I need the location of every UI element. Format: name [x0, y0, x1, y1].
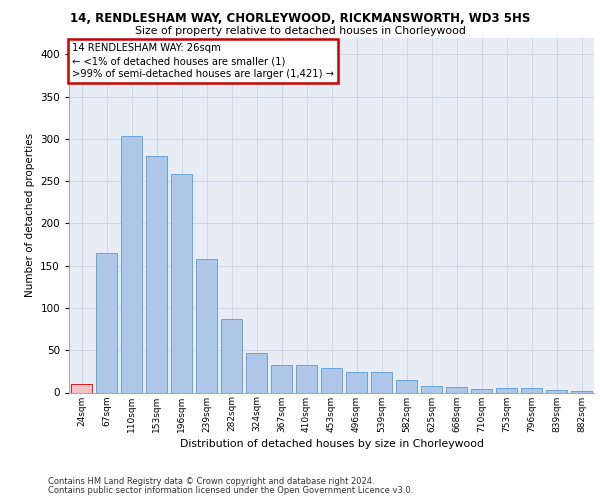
- Bar: [471, 389, 492, 392]
- Bar: [521, 388, 542, 392]
- Bar: [96, 253, 117, 392]
- Bar: [171, 174, 192, 392]
- Text: Contains HM Land Registry data © Crown copyright and database right 2024.: Contains HM Land Registry data © Crown c…: [48, 477, 374, 486]
- Bar: [246, 353, 267, 393]
- Bar: [371, 372, 392, 392]
- Bar: [421, 386, 442, 392]
- Bar: [196, 259, 217, 392]
- Bar: [446, 386, 467, 392]
- Bar: [571, 391, 592, 392]
- Bar: [296, 366, 317, 392]
- Text: 14, RENDLESHAM WAY, CHORLEYWOOD, RICKMANSWORTH, WD3 5HS: 14, RENDLESHAM WAY, CHORLEYWOOD, RICKMAN…: [70, 12, 530, 26]
- Bar: [121, 136, 142, 392]
- Bar: [271, 366, 292, 392]
- Bar: [396, 380, 417, 392]
- Bar: [496, 388, 517, 392]
- Bar: [221, 319, 242, 392]
- Bar: [346, 372, 367, 392]
- Bar: [546, 390, 567, 392]
- Bar: [146, 156, 167, 392]
- Text: Size of property relative to detached houses in Chorleywood: Size of property relative to detached ho…: [134, 26, 466, 36]
- Text: Contains public sector information licensed under the Open Government Licence v3: Contains public sector information licen…: [48, 486, 413, 495]
- Bar: [321, 368, 342, 392]
- X-axis label: Distribution of detached houses by size in Chorleywood: Distribution of detached houses by size …: [179, 438, 484, 448]
- Text: 14 RENDLESHAM WAY: 26sqm
← <1% of detached houses are smaller (1)
>99% of semi-d: 14 RENDLESHAM WAY: 26sqm ← <1% of detach…: [71, 43, 334, 79]
- Y-axis label: Number of detached properties: Number of detached properties: [25, 133, 35, 297]
- Bar: [71, 384, 92, 392]
